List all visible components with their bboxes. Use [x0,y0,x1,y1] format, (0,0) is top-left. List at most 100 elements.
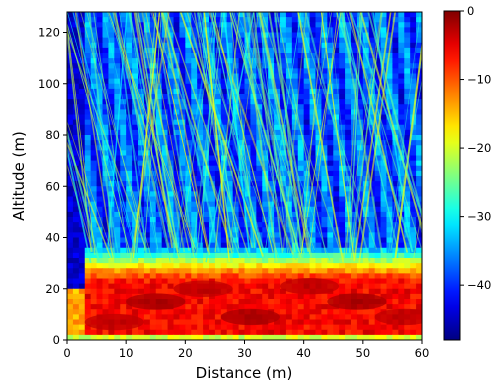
heatmap-cell [327,58,334,64]
heatmap-cell [321,206,328,213]
heatmap-cell [262,78,269,85]
heatmap-cell [209,186,216,192]
heatmap-cell [291,258,299,264]
heatmap-cell [362,196,370,203]
heatmap-cell [280,63,287,69]
heatmap-cell [345,319,352,326]
heatmap-cell [143,283,151,290]
heatmap-cell [351,104,358,110]
heatmap-cell [280,22,287,28]
heatmap-cell [280,155,287,162]
heatmap-cell [114,99,121,105]
heatmap-cell [250,176,257,182]
heatmap-cell [220,22,228,28]
heatmap-cell [90,283,98,290]
heatmap-cell [315,94,323,100]
heatmap-cell [209,12,216,18]
heatmap-cell [143,196,151,203]
heatmap-cell [392,68,399,75]
heatmap-cell [143,140,151,146]
heatmap-cell [297,119,305,126]
heatmap-cell [120,191,127,198]
heatmap-cell [339,227,346,233]
heatmap-cell [268,227,275,233]
heatmap-cell [291,140,299,146]
heatmap-cell [404,329,411,336]
heatmap-cell [102,263,110,269]
heatmap-cell [386,227,394,233]
heatmap-cell [179,53,186,59]
heatmap-cell [404,293,411,300]
heatmap-cell [416,273,422,280]
heatmap-cell [333,12,340,18]
heatmap-cell [416,129,422,136]
heatmap-cell [392,99,399,105]
heatmap-cell [226,304,234,310]
heatmap-cell [303,201,311,208]
heatmap-ray [115,12,148,254]
heatmap-cell [143,165,151,172]
heatmap-cell [309,78,317,85]
heatmap-cell [238,78,246,85]
heatmap-cell [362,42,370,49]
heatmap-cell [185,196,192,203]
heatmap-cell [132,263,139,269]
heatmap-cell [380,211,388,218]
heatmap-cell [339,160,346,167]
heatmap-cell [404,324,411,331]
colorbar-tick-label: −10 [467,73,491,87]
heatmap-cell [149,140,157,146]
heatmap-cell [315,252,323,259]
heatmap-cell [72,222,80,228]
heatmap-cell [220,263,228,269]
heatmap-cell [315,104,323,110]
heatmap-cell [72,247,80,254]
heatmap-cell [143,155,151,162]
heatmap-cell [327,304,334,310]
heatmap-cell [274,309,281,315]
heatmap-cell [90,73,98,80]
heatmap-cell [321,304,328,310]
heatmap-cell [345,273,352,280]
heatmap-cell [309,27,317,34]
heatmap-cell [345,27,352,34]
heatmap-cell [191,58,198,64]
heatmap-cell [108,329,115,336]
heatmap-cell [197,99,204,105]
heatmap-cell [410,227,417,233]
heatmap-cell [179,319,186,326]
heatmap-cell [374,278,382,285]
heatmap-cell [203,47,210,54]
heatmap-cell [167,150,175,157]
heatmap-cell [374,329,382,336]
heatmap-cell [120,83,127,90]
heatmap-cell [404,211,411,218]
heatmap-cell [114,109,121,116]
heatmap-cell [90,63,98,69]
heatmap-cell [303,268,311,274]
heatmap-cell [126,32,133,39]
heatmap-cell [244,268,252,274]
heatmap-cell [78,140,86,146]
heatmap-cell [386,129,394,136]
heatmap-cell [220,329,228,336]
heatmap-cell [303,150,311,157]
heatmap-ray [388,12,421,255]
x-axis: 0 10 20 30 40 50 60 [63,340,429,360]
heatmap-cell [351,176,358,182]
heatmap-cell [327,242,334,249]
heatmap-cell [285,196,293,203]
heatmap-cell [291,88,299,95]
heatmap-cell [362,247,370,254]
heatmap-cell [327,37,334,44]
heatmap-cell [410,140,417,146]
heatmap-cell [108,227,115,233]
heatmap-cell [226,201,234,208]
heatmap-cell [238,27,246,34]
heatmap-cell [410,145,417,151]
heatmap-cell [167,196,175,203]
heatmap-cell [250,78,257,85]
heatmap-cell [410,42,417,49]
heatmap-cell [250,119,257,126]
